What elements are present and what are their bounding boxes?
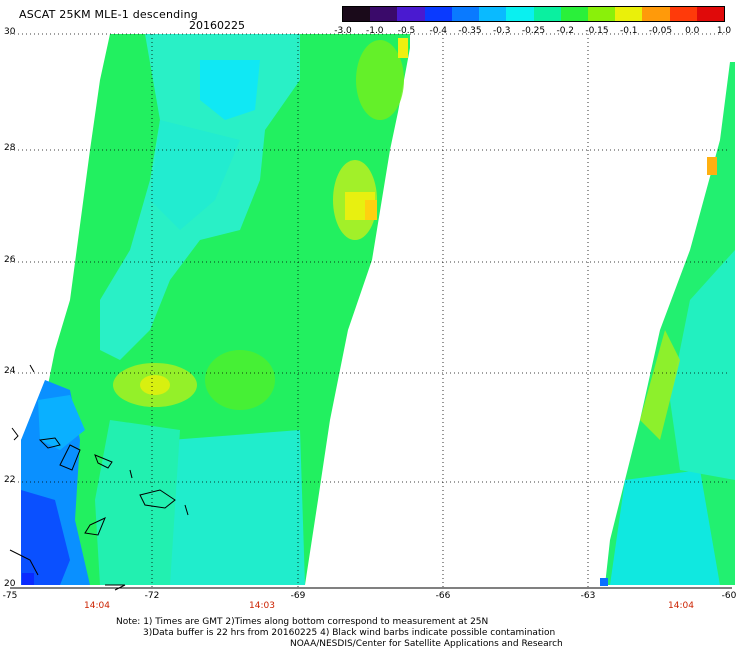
colorbar-label: 0.0 <box>685 26 700 36</box>
swath-west <box>21 34 410 585</box>
colorbar-segment <box>642 7 670 21</box>
colorbar-segment <box>506 7 534 21</box>
lat-label-30: 30 <box>4 27 16 37</box>
lon-label-75: -75 <box>2 591 18 601</box>
colorbar-segment <box>397 7 425 21</box>
colorbar-label: -0.25 <box>521 26 546 36</box>
colorbar-label: 1.0 <box>716 26 732 36</box>
colorbar-segment <box>343 7 371 21</box>
colorbar-label: -0.4 <box>429 26 448 36</box>
footnote-line-3: NOAA/NESDIS/Center for Satellite Applica… <box>290 639 563 649</box>
lat-label-28: 28 <box>4 143 16 153</box>
colorbar-segment <box>669 7 697 21</box>
colorbar-segment <box>533 7 561 21</box>
lon-label-69: -69 <box>290 591 306 601</box>
time-label-east: 14:04 <box>668 601 694 611</box>
colorbar <box>342 6 725 22</box>
colorbar-label: -0.1 <box>619 26 638 36</box>
colorbar-segment <box>615 7 643 21</box>
colorbar-label: -0.2 <box>556 26 575 36</box>
swath-east <box>600 62 735 586</box>
lat-label-26: 26 <box>4 255 16 265</box>
colorbar-label: -0.35 <box>458 26 482 36</box>
colorbar-segment <box>560 7 588 21</box>
coastline <box>9 364 189 591</box>
map-title: ASCAT 25KM MLE-1 descending <box>19 8 198 21</box>
lon-label-63: -63 <box>580 591 596 601</box>
colorbar-segment <box>451 7 480 21</box>
lon-label-66: -66 <box>435 591 451 601</box>
lon-label-72: -72 <box>144 591 160 601</box>
colorbar-label: -0.05 <box>648 26 673 36</box>
colorbar-segment <box>479 7 507 21</box>
time-label-middle: 14:03 <box>249 601 275 611</box>
colorbar-label: -1.0 <box>365 26 384 36</box>
grid-lines <box>10 33 730 588</box>
lat-label-20: 20 <box>4 579 16 589</box>
time-label-west: 14:04 <box>84 601 110 611</box>
colorbar-segment <box>587 7 616 21</box>
footnote-line-1: Note: 1) Times are GMT 2)Times along bot… <box>116 617 489 627</box>
colorbar-label: -3.0 <box>334 26 352 36</box>
lon-label-60: -60 <box>721 591 737 601</box>
colorbar-segment <box>696 7 725 21</box>
lat-label-24: 24 <box>4 366 16 376</box>
colorbar-label: -0.15 <box>585 26 609 36</box>
footnote-line-2: 3)Data buffer is 22 hrs from 20160225 4)… <box>143 628 556 638</box>
colorbar-label: -0.3 <box>492 26 511 36</box>
colorbar-segment <box>424 7 452 21</box>
colorbar-label: -0.5 <box>397 26 416 36</box>
colorbar-segment <box>370 7 398 21</box>
lat-label-22: 22 <box>4 475 16 485</box>
map-date: 20160225 <box>189 19 245 32</box>
